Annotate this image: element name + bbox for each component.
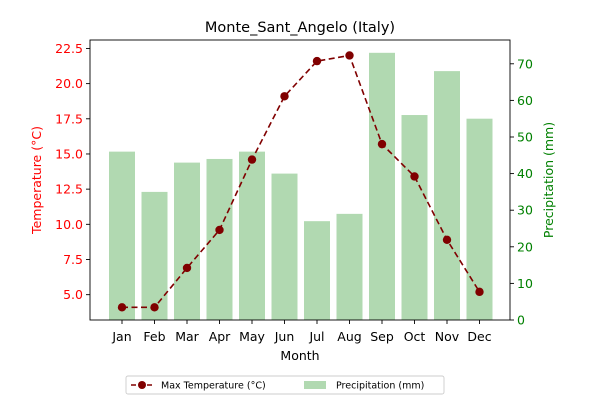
x-tick-label: Dec: [467, 329, 491, 344]
x-tick-label: Nov: [435, 329, 460, 344]
right-tick-label: 60: [517, 93, 533, 108]
temperature-point-jun: [280, 92, 289, 101]
precipitation-bar-dec: [466, 118, 493, 320]
temperature-point-may: [247, 155, 257, 164]
left-axis-ticks: 5.0 7.5 10.0 12.5 15.0 17.5 20.0 22.5: [55, 41, 90, 302]
precipitation-bars: [109, 52, 493, 321]
left-tick-label: 22.5: [55, 41, 83, 56]
right-axis-label: Precipitation (mm): [541, 122, 556, 238]
left-tick-label: 17.5: [55, 111, 83, 126]
x-tick-label: Mar: [175, 329, 199, 344]
precipitation-bar-jan: [109, 151, 135, 320]
right-axis-ticks: 0 10 20 30 40 50 60 70: [510, 56, 533, 328]
x-tick-label: May: [239, 329, 265, 344]
x-tick-label: Aug: [337, 329, 361, 344]
precipitation-bar-feb: [141, 191, 168, 320]
right-tick-label: 30: [517, 203, 533, 218]
x-axis-label: Month: [280, 348, 319, 363]
temperature-line: [117, 51, 484, 312]
legend: Max Temperature (°C) Precipitation (mm): [125, 375, 445, 395]
x-tick-label: Oct: [404, 329, 426, 344]
right-tick-label: 40: [517, 166, 533, 181]
precipitation-bar-may: [239, 151, 265, 320]
precipitation-bar-oct: [401, 115, 428, 320]
x-axis-ticks: Jan Feb Mar Apr May Jun Jul Aug Sep Oct Nov Dec: [111, 320, 492, 344]
precipitation-bar-sep: [369, 52, 395, 321]
temperature-point-apr: [215, 225, 224, 235]
x-tick-label: Jan: [111, 329, 131, 344]
right-tick-label: 20: [517, 239, 533, 254]
temperature-point-dec: [475, 287, 484, 297]
left-tick-label: 5.0: [63, 287, 83, 302]
precipitation-bar-apr: [206, 158, 233, 320]
temperature-point-jul: [312, 56, 322, 66]
left-tick-label: 7.5: [63, 252, 83, 267]
legend-label-temperature: Max Temperature (°C): [161, 381, 266, 392]
plot-frame: [89, 39, 511, 321]
right-tick-label: 10: [517, 276, 533, 291]
right-tick-label: 50: [517, 129, 533, 144]
left-tick-label: 12.5: [55, 182, 83, 197]
x-tick-label: Sep: [370, 329, 394, 344]
temperature-line-path: [122, 54, 481, 309]
temperature-point-aug: [345, 51, 354, 60]
temperature-point-sep: [377, 139, 387, 149]
legend-frame: [125, 375, 445, 395]
left-tick-label: 20.0: [55, 76, 83, 91]
temperature-point-oct: [410, 172, 419, 181]
precipitation-bar-aug: [336, 213, 363, 320]
precipitation-bar-mar: [174, 162, 200, 320]
temperature-point-mar: [182, 263, 192, 273]
chart-title: Monte_Sant_Angelo (Italy): [205, 20, 395, 36]
precipitation-bar-jun: [271, 173, 298, 320]
temperature-point-jan: [117, 303, 127, 312]
left-tick-label: 10.0: [55, 217, 83, 232]
legend-bar-swatch: [304, 381, 326, 389]
legend-label-precipitation: Precipitation (mm): [336, 381, 424, 392]
x-tick-label: Jun: [274, 329, 295, 344]
precipitation-bar-jul: [304, 221, 330, 320]
right-tick-label: 0: [517, 313, 525, 328]
x-tick-label: Feb: [143, 329, 165, 344]
temperature-point-nov: [442, 235, 452, 244]
temperature-point-feb: [150, 303, 159, 312]
left-axis-label: Temperature (°C): [29, 126, 44, 235]
precipitation-bar-nov: [434, 71, 460, 320]
legend-marker-swatch: [138, 381, 146, 389]
x-tick-label: Apr: [209, 329, 231, 344]
left-tick-label: 15.0: [55, 146, 83, 161]
right-tick-label: 70: [517, 56, 533, 71]
x-tick-label: Jul: [308, 329, 324, 344]
